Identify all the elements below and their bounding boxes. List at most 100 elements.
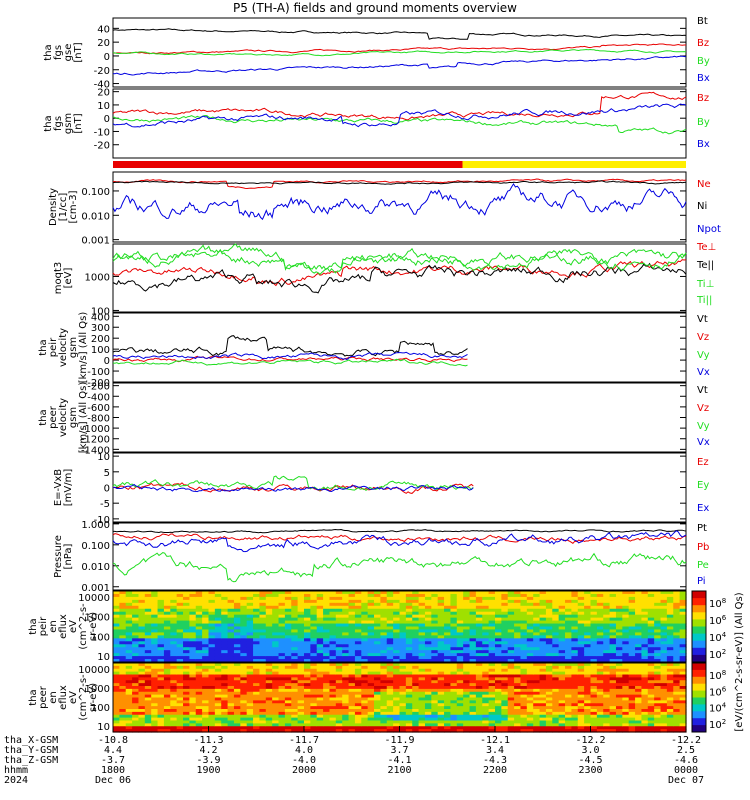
heatmap-cell bbox=[151, 602, 159, 607]
heatmap-cell bbox=[284, 626, 292, 631]
heatmap-cell bbox=[386, 677, 394, 681]
heatmap-cell bbox=[189, 599, 197, 604]
heatmap-cell bbox=[418, 663, 426, 667]
heatmap-cell bbox=[545, 623, 553, 628]
heatmap-cell bbox=[138, 717, 146, 722]
heatmap-cell bbox=[361, 665, 369, 670]
heatmap-cell bbox=[456, 602, 464, 607]
heatmap-cell bbox=[673, 614, 681, 619]
heatmap-cell bbox=[609, 596, 617, 601]
heatmap-cell bbox=[221, 623, 229, 628]
heatmap-cell bbox=[603, 729, 611, 733]
heatmap-cell bbox=[596, 720, 604, 724]
heatmap-cell bbox=[291, 647, 299, 651]
heatmap-cell bbox=[520, 706, 528, 710]
heatmap-cell bbox=[163, 599, 171, 604]
heatmap-cell bbox=[577, 697, 585, 701]
heatmap-cell bbox=[386, 717, 394, 722]
heatmap-cell bbox=[291, 703, 299, 707]
heatmap-cell bbox=[259, 593, 267, 598]
heatmap-cell bbox=[176, 620, 184, 625]
heatmap-cell bbox=[132, 677, 140, 681]
heatmap-cell bbox=[647, 611, 655, 616]
heatmap-cell bbox=[635, 691, 643, 696]
heatmap-cell bbox=[221, 656, 229, 660]
heatmap-cell bbox=[577, 694, 585, 699]
ytick-label: 0 bbox=[104, 484, 110, 495]
heatmap-cell bbox=[284, 653, 292, 657]
heatmap-cell bbox=[558, 644, 566, 648]
heatmap-cell bbox=[380, 671, 388, 676]
heatmap-cell bbox=[565, 635, 572, 639]
heatmap-cell bbox=[635, 653, 643, 657]
heatmap-cell bbox=[335, 614, 343, 619]
heatmap-cell bbox=[450, 623, 458, 628]
heatmap-cell bbox=[284, 650, 292, 654]
heatmap-cell bbox=[437, 683, 445, 687]
heatmap-cell bbox=[615, 629, 623, 634]
heatmap-cell bbox=[545, 617, 553, 622]
heatmap-cell bbox=[132, 656, 140, 660]
heatmap-cell bbox=[565, 680, 572, 684]
heatmap-cell bbox=[176, 714, 184, 719]
heatmap-cell bbox=[615, 638, 623, 642]
heatmap-cell bbox=[304, 688, 311, 693]
heatmap-cell bbox=[622, 720, 630, 724]
heatmap-cell bbox=[246, 703, 254, 707]
heatmap-cell bbox=[488, 683, 496, 687]
heatmap-cell bbox=[202, 714, 210, 719]
heatmap-cell bbox=[272, 644, 280, 648]
heatmap-cell bbox=[628, 686, 636, 690]
heatmap-cell bbox=[424, 635, 432, 639]
heatmap-cell bbox=[520, 632, 528, 636]
heatmap-cell bbox=[405, 706, 413, 710]
heatmap-cell bbox=[565, 668, 572, 673]
heatmap-cell bbox=[552, 706, 560, 710]
heatmap-cell bbox=[603, 703, 611, 707]
heatmap-cell bbox=[386, 608, 394, 613]
heatmap-cell bbox=[374, 635, 381, 639]
heatmap-cell bbox=[342, 671, 350, 676]
heatmap-cell bbox=[278, 623, 286, 628]
heatmap-cell bbox=[514, 653, 522, 657]
heatmap-cell bbox=[259, 650, 267, 654]
heatmap-cell bbox=[316, 723, 324, 727]
heatmap-cell bbox=[571, 593, 579, 598]
heatmap-cell bbox=[291, 599, 299, 604]
heatmap-cell bbox=[635, 694, 643, 699]
heatmap-cell bbox=[514, 703, 522, 707]
heatmap-cell bbox=[526, 617, 534, 622]
heatmap-cell bbox=[291, 617, 299, 622]
heatmap-cell bbox=[418, 726, 426, 730]
heatmap-cell bbox=[163, 720, 171, 724]
heatmap-cell bbox=[240, 659, 248, 663]
heatmap-cell bbox=[374, 638, 381, 642]
heatmap-cell bbox=[507, 611, 515, 616]
heatmap-cell bbox=[660, 644, 668, 648]
heatmap-cell bbox=[654, 720, 662, 724]
heatmap-cell bbox=[297, 599, 305, 604]
heatmap-cell bbox=[342, 608, 350, 613]
heatmap-cell bbox=[113, 683, 120, 687]
heatmap-cell bbox=[679, 638, 687, 642]
heatmap-cell bbox=[342, 653, 350, 657]
heatmap-cell bbox=[265, 700, 273, 704]
heatmap-cell bbox=[545, 674, 553, 678]
heatmap-cell bbox=[246, 605, 254, 610]
heatmap-cell bbox=[259, 691, 267, 696]
heatmap-cell bbox=[660, 593, 668, 598]
heatmap-cell bbox=[571, 680, 579, 684]
heatmap-cell bbox=[507, 711, 515, 716]
heatmap-cell bbox=[571, 686, 579, 690]
heatmap-cell bbox=[450, 714, 458, 719]
heatmap-cell bbox=[278, 632, 286, 636]
heatmap-cell bbox=[323, 726, 331, 730]
heatmap-cell bbox=[603, 623, 611, 628]
heatmap-cell bbox=[577, 644, 585, 648]
heatmap-cell bbox=[119, 683, 127, 687]
heatmap-cell bbox=[514, 626, 522, 631]
heatmap-cell bbox=[520, 663, 528, 667]
heatmap-cell bbox=[195, 605, 203, 610]
heatmap-cell bbox=[163, 694, 171, 699]
heatmap-cell bbox=[450, 674, 458, 678]
